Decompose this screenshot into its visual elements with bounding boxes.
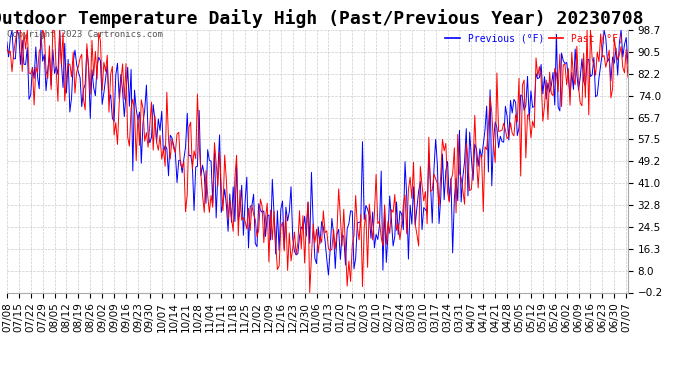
Legend: Previous (°F), Past (°F): Previous (°F), Past (°F) (442, 30, 628, 48)
Text: Copyright 2023 Cartronics.com: Copyright 2023 Cartronics.com (7, 30, 163, 39)
Title: Outdoor Temperature Daily High (Past/Previous Year) 20230708: Outdoor Temperature Daily High (Past/Pre… (0, 9, 644, 28)
